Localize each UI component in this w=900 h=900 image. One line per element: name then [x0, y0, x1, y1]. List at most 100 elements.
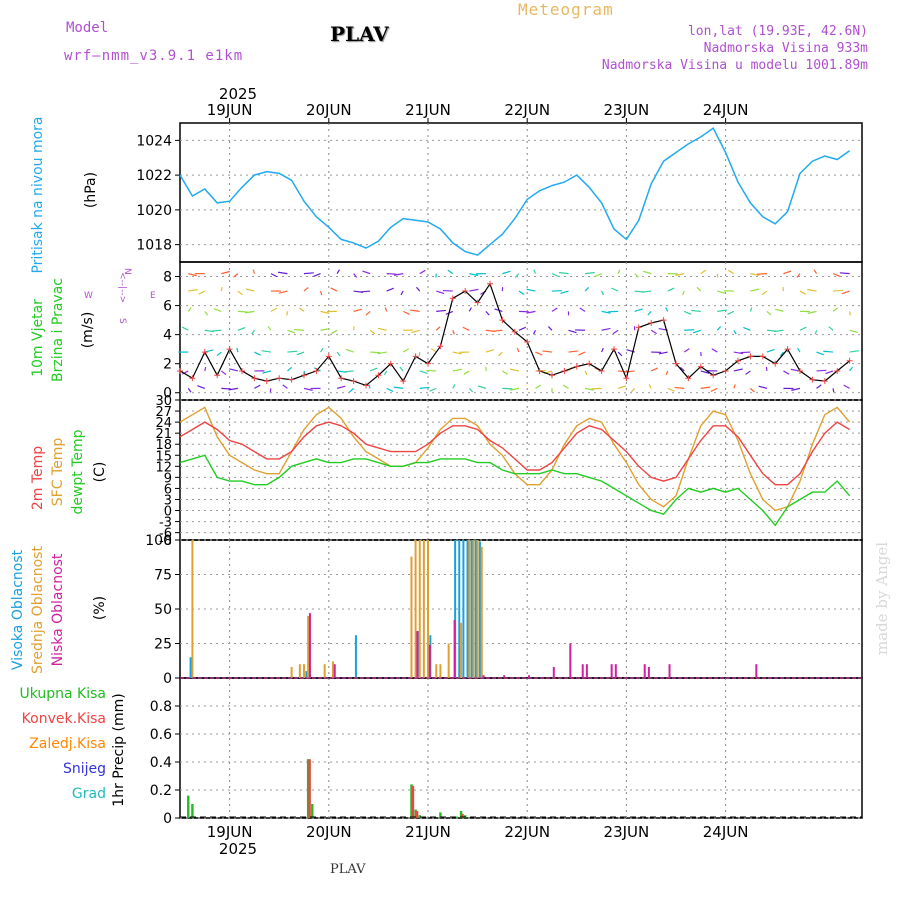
wind-arrow [849, 350, 860, 353]
y-tick-label: 24 [155, 416, 172, 431]
wind-arrow [617, 385, 627, 389]
wind-arrow [360, 290, 371, 293]
wind-arrow [799, 290, 807, 295]
y-tick-label: 21 [155, 427, 172, 442]
y-tick-label: 0 [163, 386, 172, 402]
wind-arrow [665, 307, 669, 312]
wind-arrow [560, 290, 569, 295]
wind-arrow [211, 329, 222, 332]
wind-arrow [750, 288, 760, 292]
wind-arrow [399, 366, 404, 372]
wind-arrow [336, 385, 346, 389]
panel-frame-precip [179, 677, 863, 819]
wind-arrow [436, 309, 447, 312]
wind-arrow [814, 330, 818, 335]
wind-arrow [485, 310, 490, 316]
wind-arrow [766, 310, 772, 316]
day-label-bottom: 19JUN [207, 823, 253, 841]
y-tick-label: 0 [163, 811, 172, 827]
wind-arrow [642, 270, 652, 275]
y-tick-label: -3 [159, 516, 172, 531]
wind-arrow [452, 330, 455, 335]
wind-arrow [749, 307, 753, 312]
y-tick-label: 9 [164, 471, 172, 486]
cloud-bar [331, 661, 334, 678]
wind-arrow [648, 384, 652, 389]
cloud-bar [189, 657, 192, 678]
wind-arrow [303, 286, 309, 292]
wind-arrow [733, 384, 736, 389]
wind-arrow [756, 273, 767, 275]
wind-arrow [349, 387, 355, 393]
wind-arrow [782, 286, 785, 292]
wind-arrow [674, 386, 685, 389]
cloud-bar [482, 675, 485, 678]
day-label-top: 21JUN [405, 101, 451, 119]
precip-bar [187, 795, 190, 818]
wind-arrow [267, 326, 272, 331]
wind-arrow [402, 348, 410, 353]
wind-arrow [436, 290, 445, 295]
wind-arrow [634, 308, 643, 312]
wind-arrow [236, 347, 239, 353]
cloud-bar [480, 546, 483, 678]
y-tick-label: 100 [145, 533, 172, 549]
wind-gust-marker [499, 317, 506, 324]
wind-gust-marker [400, 378, 407, 385]
precip-side-label: 1hr Precip (mm) [111, 693, 127, 806]
temp-side-label-2: SFC Temp [50, 438, 66, 507]
wind-arrow [492, 329, 503, 332]
dir-arrows: <--|--> [117, 272, 127, 303]
wind-gust-marker [177, 367, 183, 374]
wind-arrow [287, 329, 296, 334]
wind-gust-marker [660, 317, 667, 324]
dir-s: S [117, 318, 127, 324]
wind-arrow [233, 273, 239, 278]
wind-arrow [717, 309, 727, 312]
wind-arrow [330, 287, 338, 292]
wind-arrow [630, 387, 636, 393]
wind-arrow [452, 384, 456, 389]
wind-gust-marker [784, 346, 791, 353]
wind-gust-marker [288, 376, 295, 383]
wind-arrow [658, 351, 668, 355]
temp-side-label-3: dewpt Temp [70, 429, 86, 514]
y-tick-label: 15 [155, 449, 172, 464]
wind-arrow [696, 286, 702, 292]
precip-bar [308, 759, 311, 818]
wind-arrow [641, 290, 652, 293]
wind-arrow [435, 326, 441, 331]
wind-gust-marker [635, 324, 642, 331]
wind-arrow [743, 326, 751, 331]
precip-legend: Ukupna Kisa Konvek.Kisa Zaledj.Kisa Snij… [19, 686, 106, 802]
wind-arrow [667, 387, 675, 392]
wind-arrow [298, 307, 305, 312]
wind-arrow [547, 326, 553, 331]
y-tick-label: 18 [155, 438, 172, 453]
y-tick-label: 0.6 [150, 727, 172, 743]
y-tick-label: 50 [154, 602, 172, 618]
wind-arrow [551, 273, 559, 278]
y-tick-label: 0 [163, 671, 172, 687]
cloud-bar [472, 540, 475, 678]
y-tick-label: 30 [155, 394, 172, 409]
wind-arrow [419, 269, 426, 275]
wind-arrow [313, 273, 321, 277]
wind-arrow [617, 351, 623, 357]
cloud-bar [458, 540, 461, 678]
temp-side-label-1: 2m Temp [30, 446, 46, 510]
y-tick-label: 27 [155, 405, 172, 420]
wind-gust-marker [276, 375, 283, 382]
y-tick-label: 1022 [136, 168, 172, 184]
wind-arrow [277, 271, 288, 275]
wind-arrow [204, 366, 207, 372]
wind-arrow [252, 269, 255, 274]
y-tick-label: 8 [163, 270, 172, 286]
cloud-bar [410, 556, 413, 678]
dir-n: N [122, 268, 132, 275]
cloud-bar [569, 643, 572, 678]
day-label-top: 24JUN [703, 101, 749, 119]
wind-arrow [262, 370, 272, 374]
cloud-bar [503, 675, 506, 678]
wind-arrow [270, 273, 278, 278]
